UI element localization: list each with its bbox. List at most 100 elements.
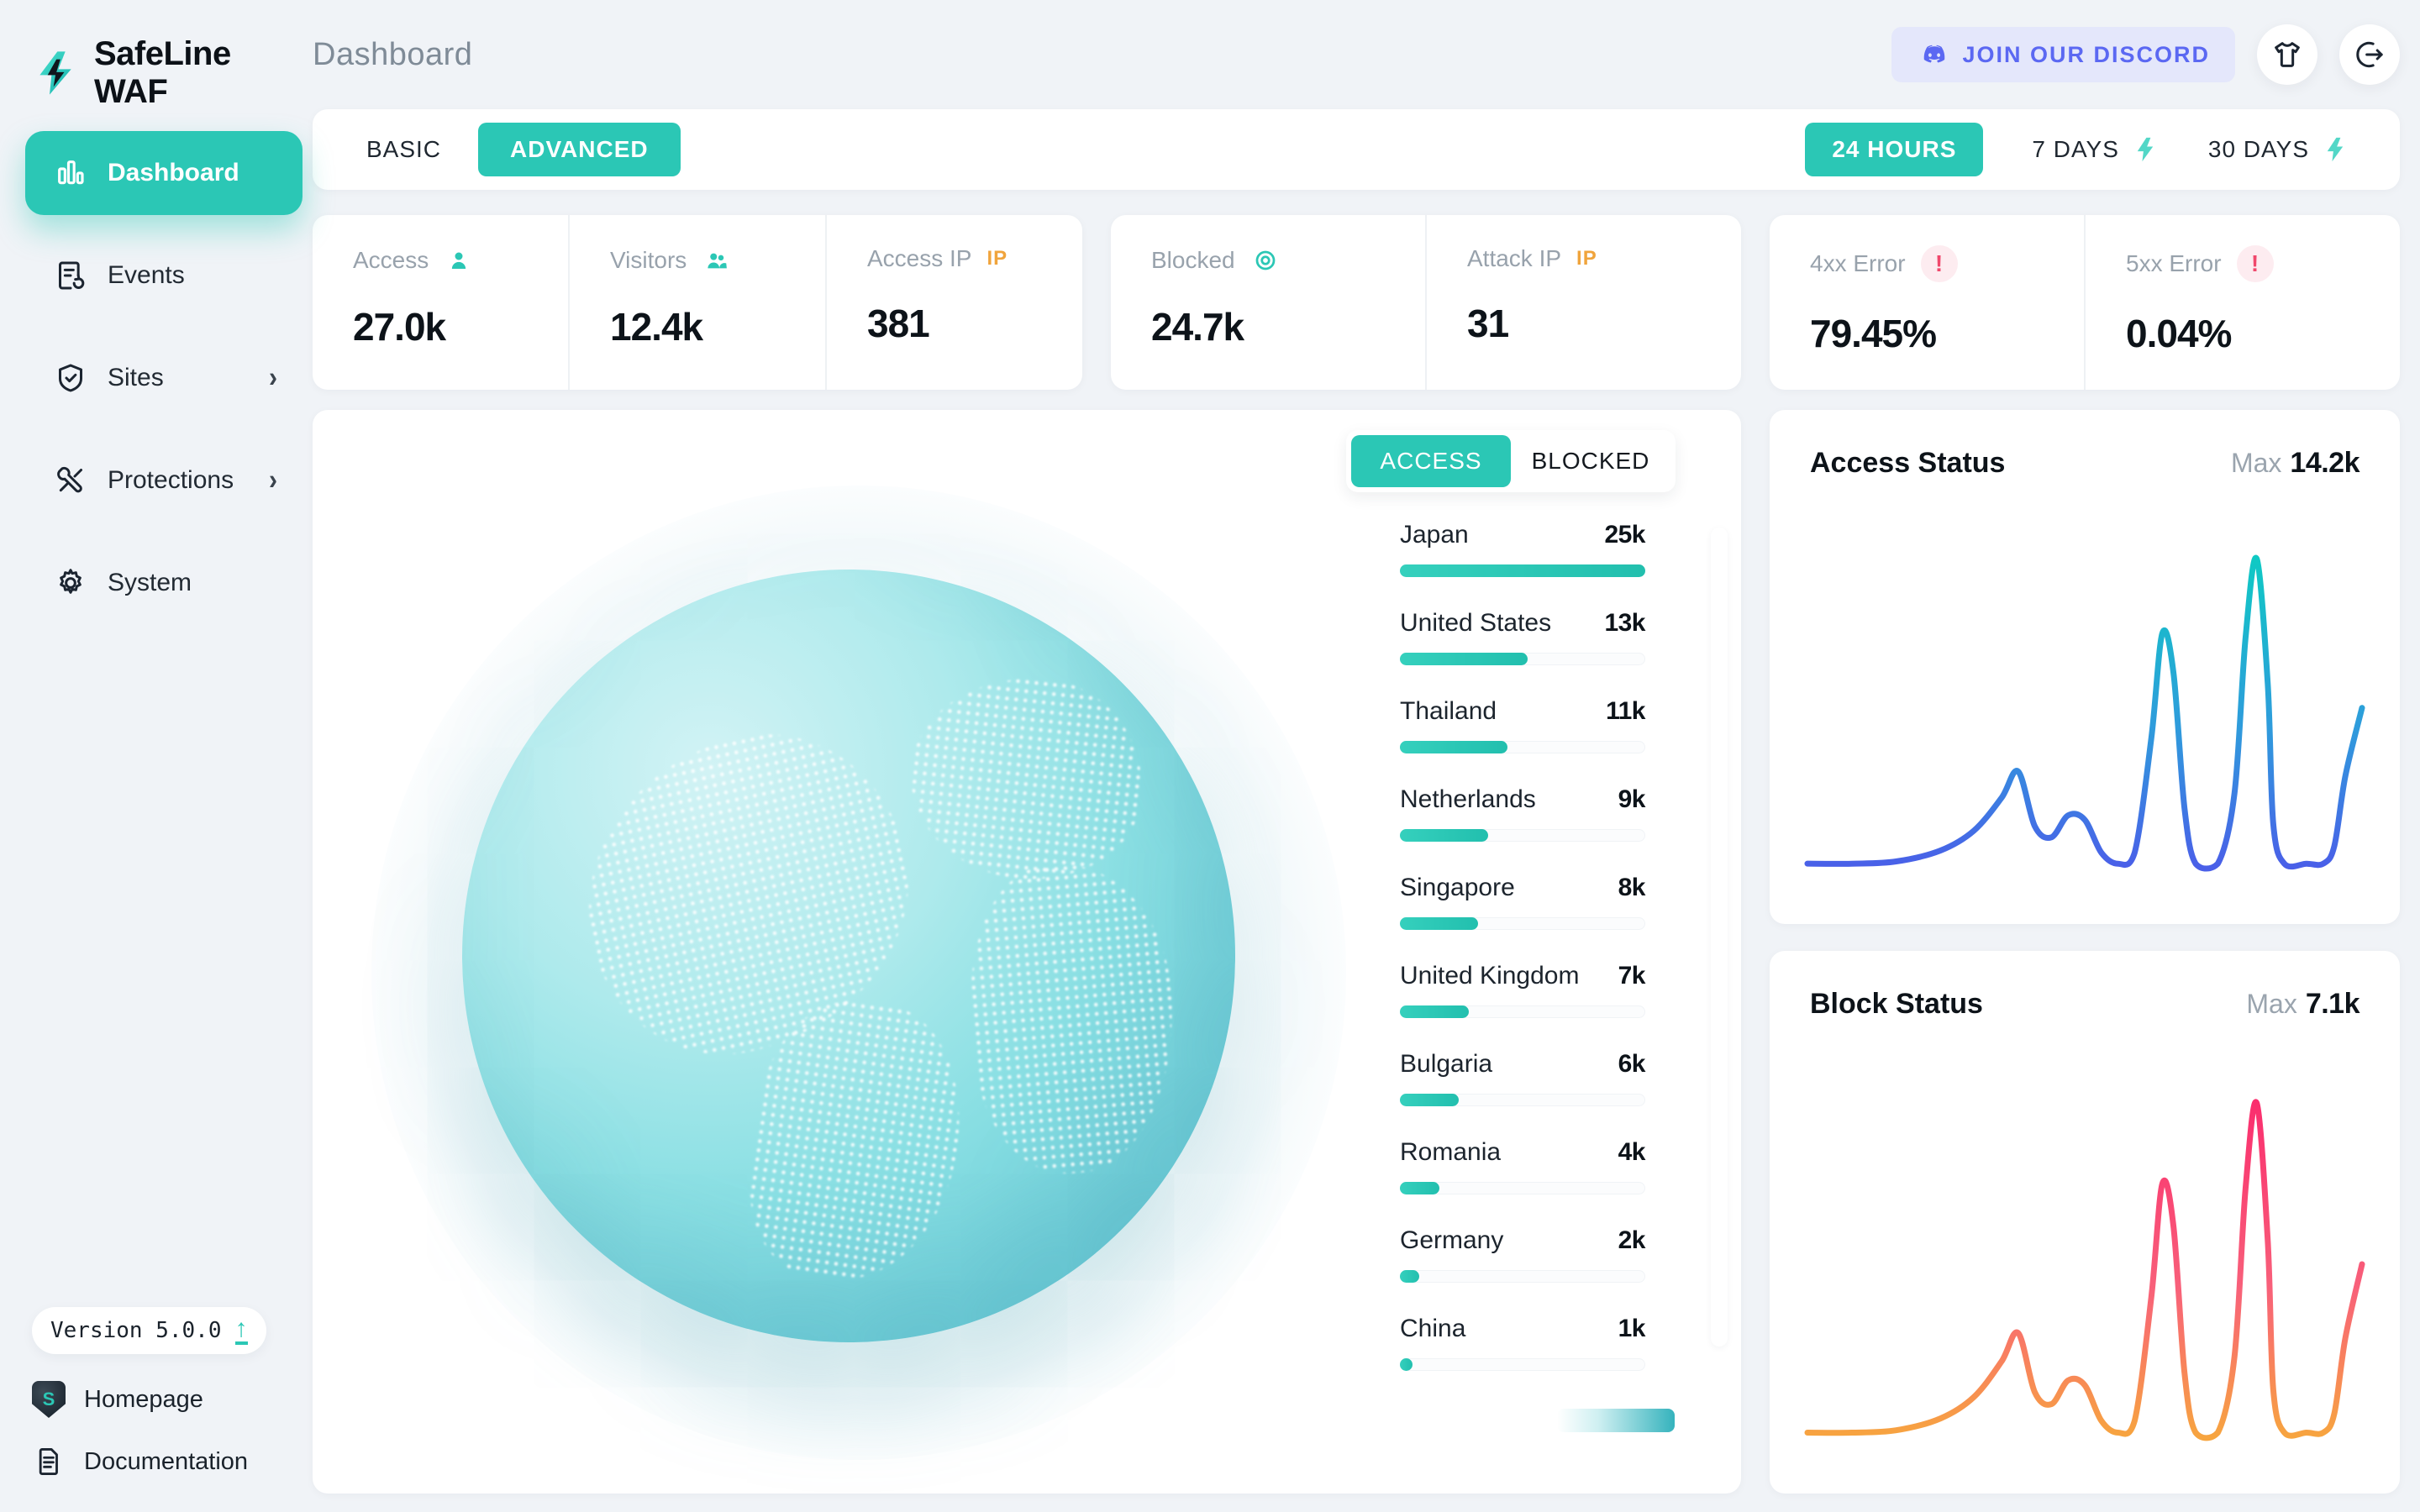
sidebar-item-protections[interactable]: Protections › [25, 438, 302, 522]
homepage-link[interactable]: S Homepage [32, 1381, 313, 1418]
discord-icon [1924, 45, 1945, 63]
pro-bolt-icon [2327, 137, 2344, 162]
country-value: 8k [1618, 874, 1646, 901]
sidebar-item-label: Protections [108, 466, 234, 494]
documentation-link[interactable]: Documentation [32, 1445, 313, 1478]
country-list: Japan 25k United States 13k Thailand 11k… [1400, 521, 1646, 1403]
country-bar-track [1400, 917, 1645, 930]
country-row: Netherlands 9k [1400, 785, 1646, 842]
sidebar-item-sites[interactable]: Sites › [25, 336, 302, 420]
continent-shape [959, 854, 1186, 1181]
world-map-card: ACCESS BLOCKED Japan 25k United States 1… [313, 410, 1741, 1494]
country-bar-track [1400, 653, 1645, 665]
content-grid: ACCESS BLOCKED Japan 25k United States 1… [313, 410, 2400, 1494]
time-range-group: 24 HOURS 7 DAYS 30 DAYS [1805, 123, 2349, 176]
join-discord-label: JOIN OUR DISCORD [1962, 41, 2210, 67]
stat-value: 31 [1467, 302, 1509, 345]
tools-icon [52, 462, 89, 499]
continent-shape [900, 666, 1153, 890]
chart-title: Block Status [1810, 988, 1983, 1020]
stat-label: 5xx Error [2126, 250, 2222, 276]
country-bar-track [1400, 1358, 1645, 1371]
stat-label: Blocked [1151, 247, 1235, 273]
sidebar-item-label: System [108, 569, 192, 596]
access-line-chart [1804, 554, 2365, 872]
country-bar-fill [1400, 741, 1508, 753]
version-label: Version 5.0.0 [50, 1318, 222, 1343]
country-bar-track [1400, 1270, 1645, 1283]
sidebar-item-label: Dashboard [108, 159, 239, 186]
logout-button[interactable] [2339, 24, 2400, 85]
toggle-blocked[interactable]: BLOCKED [1531, 448, 1650, 474]
country-value: 2k [1618, 1226, 1646, 1254]
country-bar-track [1400, 1005, 1645, 1018]
tab-advanced[interactable]: ADVANCED [478, 123, 681, 176]
stat-value: 27.0k [353, 305, 446, 349]
range-7-days[interactable]: 7 DAYS [2032, 135, 2160, 164]
range-30-days[interactable]: 30 DAYS [2208, 135, 2349, 164]
country-row: Thailand 11k [1400, 697, 1645, 753]
country-value: 1k [1618, 1315, 1646, 1342]
country-bar-track [1400, 1094, 1645, 1106]
country-value: 7k [1618, 962, 1646, 990]
join-discord-button[interactable]: JOIN OUR DISCORD [1891, 27, 2235, 82]
country-name: China [1400, 1315, 1466, 1342]
country-value: 6k [1618, 1050, 1646, 1078]
shield-check-icon [52, 360, 89, 396]
country-row: Romania 4k [1400, 1138, 1646, 1194]
country-row: United Kingdom 7k [1400, 962, 1646, 1018]
country-name: Japan [1400, 521, 1469, 549]
stats-card-errors: 4xx Error ! 79.45% 5xx Error ! 0.04% [1770, 215, 2400, 390]
version-badge[interactable]: Version 5.0.0 ↑ [32, 1307, 266, 1354]
stat-blocked: Blocked 24.7k [1111, 215, 1425, 390]
stat-value: 381 [867, 302, 930, 345]
bar-chart-icon [52, 155, 89, 192]
country-name: Singapore [1400, 874, 1515, 901]
country-bar-track [1400, 1182, 1645, 1194]
world-globe[interactable] [462, 570, 1235, 1342]
block-status-card: Block Status Max 7.1k [1770, 951, 2400, 1494]
sidebar-item-events[interactable]: Events [25, 234, 302, 318]
access-status-card: Access Status Max 14.2k [1770, 410, 2400, 924]
stat-label: Attack IP [1467, 245, 1562, 271]
sidebar-footer: Version 5.0.0 ↑ S Homepage Documentation [0, 1307, 313, 1478]
stat-access-ip: Access IP IP 381 [825, 215, 1082, 390]
country-bar-track [1400, 741, 1645, 753]
safeline-logo-icon [39, 51, 71, 95]
topbar: Dashboard JOIN OUR DISCORD [313, 0, 2400, 109]
country-bar-fill [1400, 1182, 1439, 1194]
country-bar-fill [1400, 829, 1489, 842]
country-bar-fill [1400, 917, 1479, 930]
user-icon [444, 245, 474, 276]
sidebar-item-system[interactable]: System [25, 541, 302, 625]
sidebar-item-label: Events [108, 261, 185, 289]
pro-bolt-icon [2137, 137, 2154, 162]
block-line-chart [1804, 1099, 2365, 1441]
stat-label: Access IP [867, 245, 972, 271]
range-24-hours[interactable]: 24 HOURS [1805, 123, 1984, 176]
country-name: United States [1400, 609, 1552, 637]
theme-skin-button[interactable] [2257, 24, 2317, 85]
country-value: 11k [1606, 697, 1645, 725]
stat-label: Visitors [610, 247, 687, 273]
stat-5xx-error: 5xx Error ! 0.04% [2084, 215, 2400, 390]
stat-4xx-error: 4xx Error ! 79.45% [1770, 215, 2084, 390]
toggle-access[interactable]: ACCESS [1351, 435, 1511, 487]
tab-basic[interactable]: BASIC [366, 136, 442, 162]
chart-max-value: 14.2k [2290, 447, 2360, 479]
sidebar-item-label: Sites [108, 364, 164, 391]
logout-icon [2356, 41, 2383, 68]
country-value: 13k [1604, 609, 1645, 637]
chart-max-value: 7.1k [2305, 988, 2360, 1020]
alert-icon: ! [2236, 245, 2274, 282]
country-bar-track [1400, 829, 1645, 842]
country-list-scrollbar[interactable] [1711, 528, 1728, 1347]
sidebar-item-dashboard[interactable]: Dashboard [25, 131, 302, 215]
gear-icon [52, 564, 89, 601]
stat-access: Access 27.0k [313, 215, 568, 390]
country-bar-fill [1400, 564, 1645, 577]
events-file-icon [52, 257, 89, 294]
country-value: 9k [1618, 785, 1646, 813]
charts-column: Access Status Max 14.2k Block Status Max 7… [1770, 410, 2400, 1494]
country-name: Netherlands [1400, 785, 1536, 813]
